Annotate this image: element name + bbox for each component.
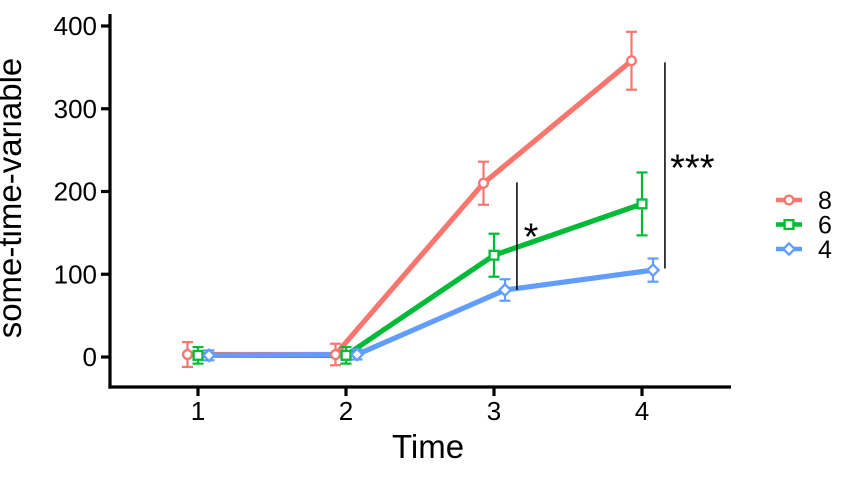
data-point-square-6 (488, 249, 500, 261)
y-tick-label: 300 (54, 94, 97, 124)
legend-label: 6 (818, 211, 832, 239)
data-point-diamond-4 (497, 282, 513, 298)
data-point-circle-8 (181, 348, 194, 361)
y-axis-title: some-time-variable (0, 58, 28, 339)
data-point-square-6 (636, 198, 648, 210)
legend-label: 4 (818, 236, 832, 264)
legend-key-circle (783, 194, 795, 206)
data-point-square-6 (340, 349, 352, 361)
x-tick-label: 4 (635, 396, 649, 426)
data-point-diamond-4 (645, 262, 661, 278)
data-point-circle-8 (329, 348, 342, 361)
legend-key-diamond (781, 241, 797, 257)
data-point-circle-8 (477, 177, 490, 189)
x-tick-label: 3 (487, 396, 501, 426)
legend-key-square (783, 218, 795, 231)
data-point-diamond-4 (201, 348, 217, 363)
x-tick-label: 1 (191, 396, 205, 426)
data-point-circle-8 (625, 55, 638, 67)
data-point-diamond-4 (349, 347, 365, 362)
legend-label: 8 (818, 187, 832, 215)
x-axis-title: Time (392, 428, 464, 465)
y-tick-label: 400 (54, 11, 97, 41)
x-tick-label: 2 (339, 396, 353, 426)
data-point-square-6 (192, 349, 204, 361)
significance-label: * (524, 216, 539, 258)
series-line-4 (206, 267, 656, 358)
significance-label: *** (670, 148, 715, 190)
y-tick-label: 100 (54, 259, 97, 289)
y-tick-label: 0 (83, 342, 97, 372)
y-tick-label: 200 (54, 177, 97, 207)
